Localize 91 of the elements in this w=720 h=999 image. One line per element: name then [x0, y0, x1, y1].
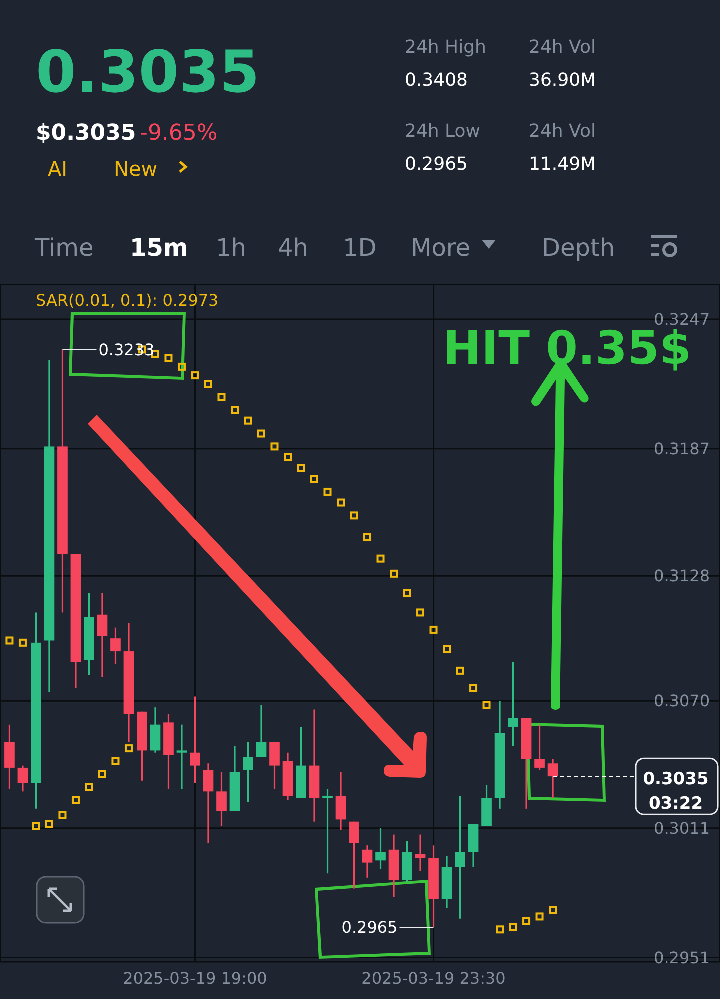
point: [284, 453, 292, 462]
text: More: [411, 234, 470, 262]
text: Depth: [542, 234, 616, 262]
point: [470, 684, 478, 692]
point: [376, 554, 385, 563]
point: [337, 498, 346, 507]
candlestick: [97, 592, 108, 678]
candlestick: [336, 771, 346, 832]
point: [178, 362, 186, 371]
point: [270, 442, 279, 451]
point: [430, 626, 438, 634]
text: 24h Vol: [529, 37, 596, 58]
point: [218, 393, 226, 402]
point: [191, 372, 200, 380]
candlestick: [376, 828, 386, 870]
candlestick: [362, 844, 373, 879]
text: 0.3035: [36, 38, 260, 106]
candlestick: [548, 758, 558, 799]
point: [549, 906, 558, 914]
y-tick-label: 0.2951: [654, 948, 710, 968]
candlestick: [216, 771, 227, 827]
point: [45, 820, 54, 828]
candlestick: [190, 696, 200, 784]
point: [72, 796, 80, 804]
text: 11.49M: [529, 154, 596, 175]
x-tick-label: 2025-03-19 19:00: [123, 969, 268, 988]
text: SAR(0.01, 0.1): 0.2973: [36, 291, 219, 310]
point: [297, 464, 306, 472]
text: 1D: [343, 234, 377, 262]
candlestick: [508, 662, 518, 748]
x-tick-label: 2025-03-19 23:30: [362, 969, 506, 988]
point: [310, 475, 319, 484]
candlestick: [349, 821, 360, 890]
text: 15m: [130, 234, 188, 262]
point: [98, 770, 106, 778]
point: [164, 354, 173, 362]
annotation: 0.2965: [342, 918, 398, 938]
text: AI: [48, 157, 68, 181]
candlestick: [415, 834, 426, 872]
y-tick-label: 0.3128: [654, 566, 710, 586]
point: [32, 822, 40, 830]
point: [536, 912, 544, 921]
point: [324, 488, 332, 496]
point: [58, 811, 67, 820]
point: [482, 701, 491, 710]
text: 24h Vol: [529, 121, 596, 142]
point: [416, 608, 425, 617]
point: [509, 924, 518, 932]
point: [112, 757, 120, 766]
text: New: [114, 157, 158, 181]
point: [443, 645, 452, 654]
point: [6, 636, 14, 645]
candlestick: [270, 741, 280, 790]
point: [204, 380, 212, 388]
y-tick-label: 0.3011: [654, 818, 710, 838]
text: 24h Low: [405, 121, 480, 142]
text: 36.90M: [529, 70, 596, 91]
text: 0.3408: [405, 70, 468, 91]
text: 0.2965: [405, 154, 468, 175]
annotation: 03:22: [648, 794, 704, 814]
candlestick: [256, 704, 267, 758]
candlestick: [455, 795, 466, 920]
point: [496, 926, 504, 934]
text: Time: [34, 234, 94, 262]
candlestick: [176, 724, 188, 790]
text: 24h High: [405, 37, 486, 58]
point: [350, 512, 358, 520]
point: [364, 533, 372, 542]
candlestick: [203, 762, 214, 844]
point: [403, 589, 412, 598]
point: [522, 917, 531, 926]
point: [230, 406, 239, 414]
y-tick-label: 0.3070: [654, 692, 710, 711]
candlestick: [110, 627, 121, 666]
point: [390, 570, 398, 578]
y-tick-label: 0.3187: [654, 439, 710, 458]
point: [85, 783, 94, 792]
text: 1h: [216, 234, 246, 262]
point: [257, 430, 266, 438]
candlestick: [322, 788, 333, 874]
point: [18, 638, 27, 647]
candlestick: [534, 724, 545, 771]
text: 4h: [278, 234, 308, 262]
point: [456, 666, 464, 675]
candlestick: [18, 765, 28, 792]
point: [244, 416, 252, 425]
text: -9.65%: [140, 121, 218, 146]
text: $0.3035: [36, 121, 136, 146]
ref-line-label: 0.3035: [643, 770, 709, 790]
point: [124, 744, 133, 753]
candlestick: [243, 741, 254, 804]
